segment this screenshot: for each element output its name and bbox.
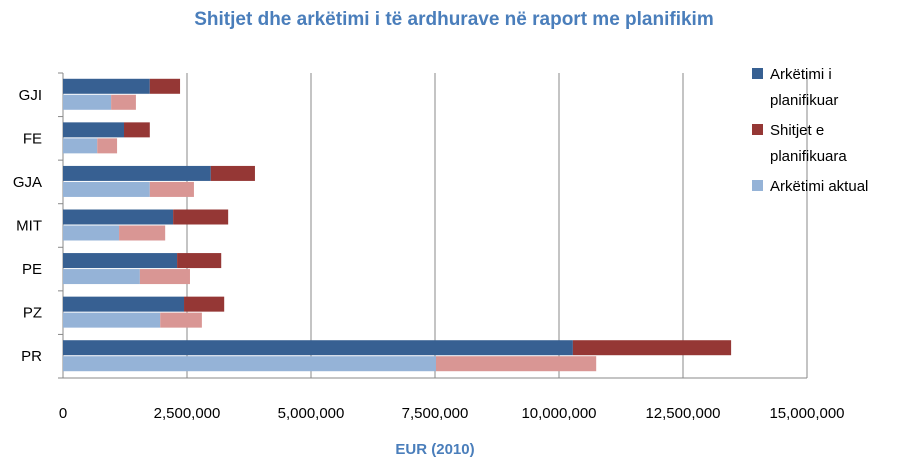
- bar: [124, 122, 150, 138]
- legend-entry: Shitjet e planifikuara: [752, 118, 902, 170]
- bar: [63, 209, 174, 225]
- legend-entry: Arkëtimi i planifikuar: [752, 62, 902, 114]
- y-tick-label: PZ: [23, 305, 42, 322]
- bar: [63, 138, 98, 154]
- y-tick-label: PR: [21, 348, 42, 365]
- legend-swatch: [752, 68, 763, 79]
- y-tick-label: PE: [22, 261, 42, 278]
- legend-label: Arkëtimi i planifikuar: [770, 66, 839, 109]
- bar: [97, 138, 118, 154]
- bar: [149, 78, 181, 94]
- x-tick-label: 12,500,000: [645, 405, 720, 422]
- bar: [160, 312, 202, 328]
- bar: [63, 181, 150, 197]
- legend: Arkëtimi i planifikuar Shitjet e planifik…: [752, 62, 902, 204]
- legend-entry: Arkëtimi aktual: [752, 174, 902, 200]
- bar: [63, 356, 436, 372]
- bar: [63, 78, 150, 94]
- x-tick-label: 2,500,000: [154, 405, 221, 422]
- bar: [177, 253, 222, 269]
- bar: [119, 225, 166, 241]
- y-tick-label: FE: [23, 130, 42, 147]
- x-tick-label: 7,500,000: [402, 405, 469, 422]
- bar: [63, 225, 120, 241]
- bar: [572, 340, 732, 356]
- bar: [63, 94, 112, 110]
- bar: [173, 209, 229, 225]
- bar: [63, 296, 185, 312]
- legend-swatch: [752, 124, 763, 135]
- x-tick-label: 5,000,000: [278, 405, 345, 422]
- y-tick-label: GJI: [19, 87, 42, 104]
- bar: [184, 296, 225, 312]
- x-tick-label: 15,000,000: [769, 405, 844, 422]
- bar: [63, 269, 140, 285]
- bar: [63, 122, 125, 138]
- x-tick-label: 10,000,000: [521, 405, 596, 422]
- y-tick-label: GJA: [13, 174, 42, 191]
- legend-swatch: [752, 180, 763, 191]
- bar: [149, 181, 194, 197]
- x-axis-title: EUR (2010): [395, 441, 474, 458]
- x-tick-label: 0: [59, 405, 67, 422]
- legend-label: Arkëtimi aktual: [770, 178, 869, 195]
- bar: [435, 356, 597, 372]
- legend-label: Shitjet e planifikuara: [770, 122, 847, 165]
- bar: [111, 94, 136, 110]
- bar: [63, 312, 161, 328]
- bar: [63, 165, 211, 181]
- chart-title: Shitjet dhe arkëtimi i të ardhurave në r…: [194, 9, 713, 30]
- bar: [139, 269, 190, 285]
- y-tick-label: MIT: [16, 217, 42, 234]
- bar: [210, 165, 255, 181]
- bar: [63, 253, 178, 269]
- bar: [63, 340, 573, 356]
